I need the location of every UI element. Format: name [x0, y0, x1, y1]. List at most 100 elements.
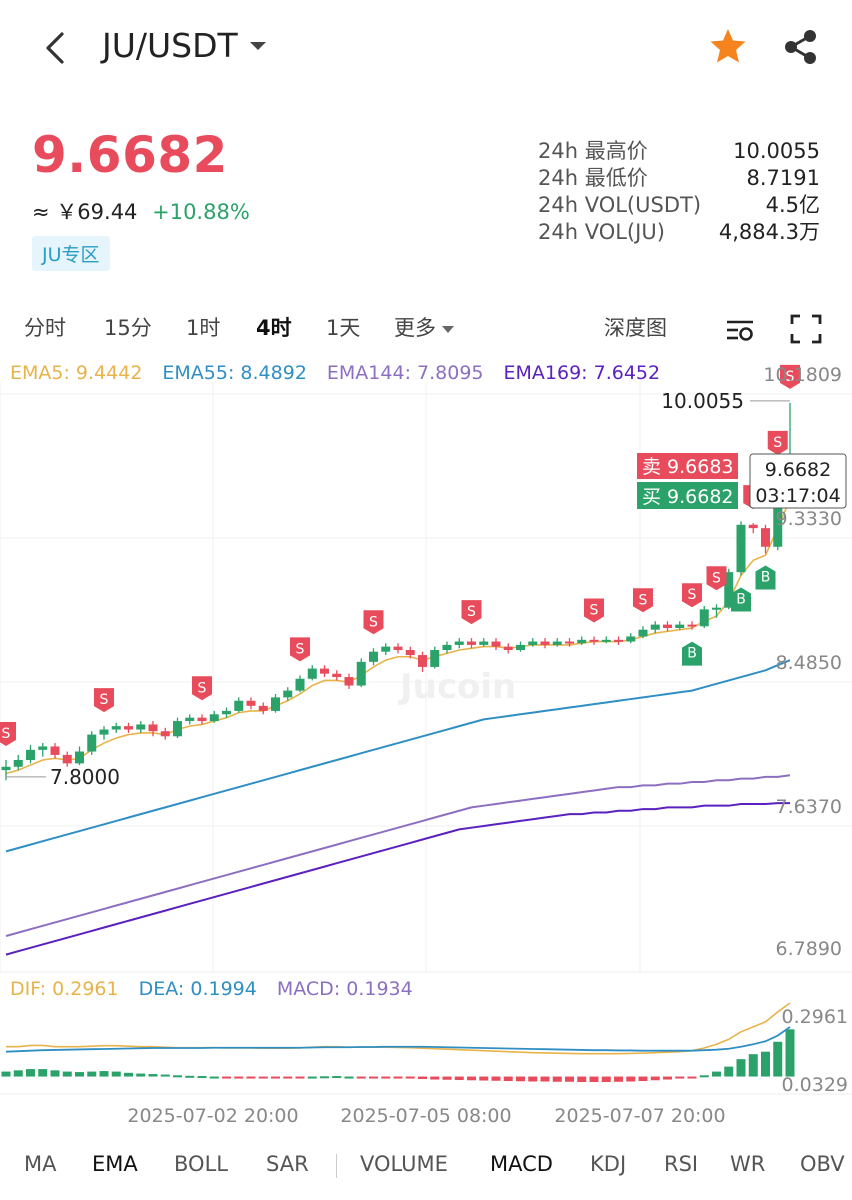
candle-body	[638, 629, 648, 637]
indicator-tab[interactable]: SAR	[266, 1152, 309, 1176]
macd-histogram-bar	[479, 1076, 489, 1081]
signal-flag	[290, 637, 310, 662]
macd-histogram-bar	[528, 1076, 538, 1082]
candle-countdown: 03:17:04	[755, 485, 840, 507]
candle-body	[332, 673, 342, 678]
candle-body	[1, 766, 11, 771]
macd-histogram-bar	[736, 1059, 746, 1077]
last-price: 9.6682	[32, 126, 228, 184]
indicator-tab[interactable]: BOLL	[174, 1152, 228, 1176]
signal-flag	[706, 566, 727, 591]
candle-body	[491, 641, 501, 647]
macd-histogram-bar	[197, 1076, 207, 1079]
period-tab[interactable]: 1时	[186, 312, 220, 342]
bid-price-label: 买 9.6682	[642, 486, 734, 508]
indicator-tab[interactable]: KDJ	[590, 1152, 627, 1176]
macd-histogram-bar	[99, 1071, 109, 1077]
watermark: Jucoin	[398, 667, 516, 707]
period-tab[interactable]: 1天	[326, 312, 360, 342]
candle-body	[50, 746, 60, 755]
price-axis-label: 8.4850	[776, 652, 842, 674]
signal-letter: S	[467, 604, 476, 620]
candle-body	[185, 717, 195, 722]
macd-histogram-bar	[442, 1076, 452, 1080]
back-icon[interactable]	[38, 28, 74, 68]
macd-histogram-bar	[601, 1076, 611, 1083]
pair-title: JU/USDT	[102, 26, 238, 65]
indicator-tab[interactable]: OBV	[800, 1152, 845, 1176]
approx-value-row: ≈ ￥69.44 +10.88%	[32, 196, 250, 226]
share-icon[interactable]	[782, 28, 820, 66]
kline-chart[interactable]: JucoinSSSSSSSSSSSSSBBB10.18099.33308.485…	[0, 352, 852, 1132]
period-label: 1时	[186, 316, 221, 340]
period-tab[interactable]: 更多	[394, 312, 454, 342]
macd-histogram-bar	[381, 1076, 391, 1079]
candle-body	[13, 759, 23, 767]
stats-panel: 24h 最高价 10.0055 24h 最低价 8.7191 24h VOL(USDT)…	[538, 138, 820, 246]
candle-body	[173, 721, 182, 737]
indicator-tab[interactable]: RSI	[664, 1152, 699, 1176]
candle-body	[552, 641, 562, 645]
candle-body	[258, 705, 268, 711]
ema-legend: EMA5: 9.4442 EMA55: 8.4892 EMA144: 7.8095 E…	[10, 362, 680, 384]
stat-row: 24h VOL(USDT) 4.5亿	[538, 192, 820, 219]
signal-flag	[731, 587, 751, 612]
indicator-tab[interactable]: MACD	[490, 1152, 553, 1176]
macd-histogram-bar	[356, 1076, 366, 1079]
indicator-tab[interactable]: EMA	[92, 1152, 138, 1176]
ema-legend-item: EMA144: 7.8095	[326, 362, 484, 384]
period-label: 4时	[256, 316, 292, 340]
depth-chart-tab[interactable]: 深度图	[604, 316, 667, 340]
candle-body	[626, 636, 636, 642]
buy-signal-marker: B	[682, 641, 702, 666]
indicator-tab[interactable]: WR	[730, 1152, 766, 1176]
macd-axis-label: 0.0329	[782, 1074, 848, 1096]
macd-histogram-bar	[516, 1076, 525, 1082]
signal-flag	[363, 610, 384, 635]
stat-label: 24h 最高价	[538, 139, 648, 163]
stat-value: 4.5亿	[765, 193, 820, 217]
macd-histogram-bar	[26, 1069, 35, 1077]
macd-histogram-bar	[540, 1076, 550, 1082]
signal-letter: S	[773, 435, 782, 451]
macd-histogram-bar	[638, 1076, 648, 1082]
signal-letter: S	[198, 680, 207, 696]
signal-letter: B	[761, 570, 771, 586]
macd-histogram-bar	[675, 1076, 685, 1079]
current-price-box	[749, 453, 847, 509]
macd-histogram-bar	[75, 1072, 84, 1077]
macd-histogram-bar	[185, 1075, 195, 1078]
signal-letter: S	[639, 592, 648, 608]
ema-line-ema5	[5, 499, 791, 775]
price-axis-label: 9.3330	[776, 508, 842, 530]
period-tab[interactable]: 15分	[104, 312, 152, 342]
ema-line-ema144	[5, 774, 791, 937]
candle-body	[283, 690, 293, 698]
candle-body	[687, 624, 697, 627]
chart-settings-icon[interactable]	[724, 314, 756, 344]
indicator-tab[interactable]: VOLUME	[360, 1152, 448, 1176]
pair-selector[interactable]: JU/USDT	[102, 26, 266, 65]
macd-histogram-bar	[1, 1071, 11, 1077]
period-tab[interactable]: 4时	[256, 312, 292, 342]
signal-flag	[682, 583, 702, 608]
ema-legend-item: EMA169: 7.6452	[503, 362, 661, 384]
candle-body	[62, 754, 72, 764]
macd-histogram-bar	[173, 1075, 182, 1078]
macd-histogram-bar	[454, 1076, 464, 1081]
star-icon[interactable]	[708, 26, 748, 66]
period-tab[interactable]: 分时	[24, 312, 66, 342]
time-axis-label: 2025-07-02 20:00	[127, 1105, 298, 1127]
fullscreen-icon[interactable]	[790, 314, 822, 344]
stat-label: 24h 最低价	[538, 166, 648, 190]
zone-tag[interactable]: JU专区	[32, 236, 110, 271]
indicator-tab[interactable]: MA	[24, 1152, 57, 1176]
macd-histogram-bar	[87, 1071, 97, 1077]
candle-body	[516, 644, 525, 650]
macd-histogram-bar	[687, 1076, 697, 1079]
candle-body	[124, 726, 133, 730]
sell-signal-marker: S	[706, 566, 727, 591]
candle-body	[479, 641, 489, 645]
macd-histogram-bar	[761, 1051, 770, 1077]
macd-histogram-bar	[271, 1076, 280, 1079]
